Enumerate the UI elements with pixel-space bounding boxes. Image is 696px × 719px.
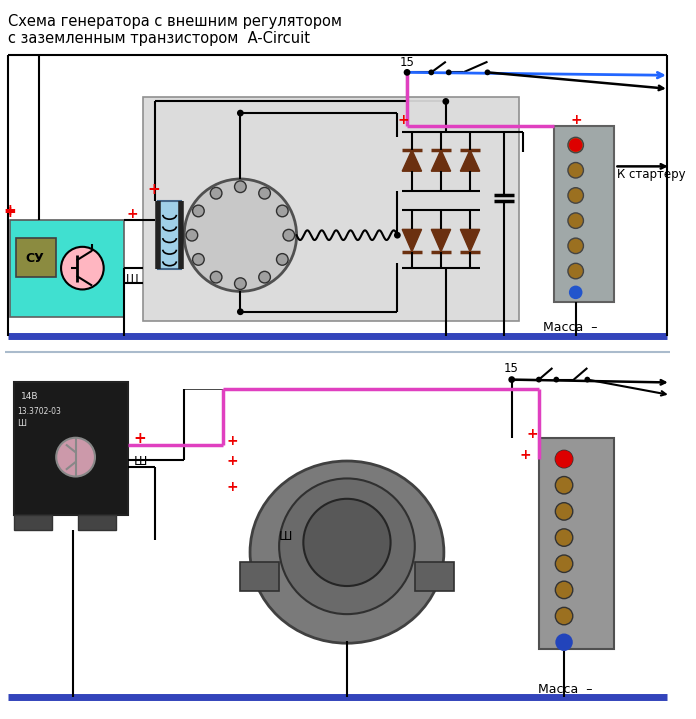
Circle shape — [555, 503, 573, 520]
Polygon shape — [460, 229, 480, 252]
Text: +: + — [227, 454, 239, 468]
Circle shape — [259, 188, 271, 199]
Circle shape — [553, 377, 559, 383]
Circle shape — [555, 450, 573, 468]
Circle shape — [428, 70, 434, 75]
Bar — [240, 562, 279, 591]
Bar — [555, 126, 615, 302]
Text: Масса  –: Масса – — [538, 682, 592, 696]
Circle shape — [394, 232, 401, 239]
Text: +: + — [227, 434, 239, 449]
Text: Ш: Ш — [134, 455, 147, 468]
Polygon shape — [402, 229, 422, 252]
Circle shape — [536, 377, 541, 383]
Circle shape — [443, 98, 449, 105]
Polygon shape — [460, 150, 480, 171]
Circle shape — [237, 308, 244, 315]
Bar — [415, 562, 454, 591]
Circle shape — [210, 188, 222, 199]
Text: 15: 15 — [400, 55, 414, 68]
Bar — [15, 238, 56, 277]
Circle shape — [555, 608, 573, 625]
Circle shape — [61, 247, 104, 290]
Polygon shape — [432, 150, 451, 171]
Polygon shape — [432, 229, 451, 252]
Circle shape — [259, 271, 271, 283]
Circle shape — [484, 70, 491, 75]
Text: Масса  –: Масса – — [543, 321, 597, 334]
Ellipse shape — [250, 461, 444, 644]
Circle shape — [568, 263, 583, 279]
Circle shape — [276, 254, 288, 265]
Circle shape — [193, 254, 204, 265]
Circle shape — [186, 229, 198, 241]
Text: +: + — [3, 205, 15, 220]
Circle shape — [555, 529, 573, 546]
Text: +: + — [148, 181, 160, 196]
Circle shape — [555, 633, 573, 651]
Bar — [10, 220, 124, 316]
Circle shape — [508, 376, 515, 383]
Text: +: + — [134, 431, 146, 446]
Text: Схема генератора с внешним регулятором: Схема генератора с внешним регулятором — [8, 14, 342, 29]
Text: +: + — [519, 448, 531, 462]
Bar — [143, 96, 519, 321]
Text: 13.3702-03: 13.3702-03 — [17, 406, 61, 416]
Circle shape — [569, 138, 583, 152]
Text: СУ: СУ — [25, 252, 44, 265]
Text: К стартеру: К стартеру — [617, 168, 686, 181]
Text: Ш: Ш — [126, 273, 139, 285]
Circle shape — [283, 229, 294, 241]
Circle shape — [555, 555, 573, 572]
Circle shape — [555, 581, 573, 599]
Circle shape — [184, 179, 296, 291]
Circle shape — [568, 162, 583, 178]
Circle shape — [303, 499, 390, 586]
Circle shape — [568, 238, 583, 254]
Circle shape — [569, 285, 583, 299]
Circle shape — [568, 188, 583, 203]
Circle shape — [568, 137, 583, 153]
Text: +: + — [227, 480, 239, 494]
Circle shape — [404, 69, 411, 75]
Polygon shape — [402, 150, 422, 171]
Circle shape — [585, 377, 590, 383]
Text: Ш: Ш — [17, 419, 26, 428]
Circle shape — [235, 278, 246, 290]
Text: 14В: 14В — [22, 392, 39, 401]
Circle shape — [555, 450, 573, 468]
Bar — [13, 382, 128, 516]
Ellipse shape — [279, 478, 415, 614]
Bar — [13, 516, 52, 530]
Text: Ш: Ш — [279, 529, 292, 543]
Circle shape — [235, 181, 246, 193]
Text: +: + — [397, 113, 409, 127]
Text: +: + — [571, 113, 583, 127]
Text: с заземленным транзистором  A-Circuit: с заземленным транзистором A-Circuit — [8, 32, 310, 46]
Bar — [539, 438, 615, 649]
Text: 15: 15 — [504, 362, 519, 375]
Bar — [158, 201, 181, 269]
Text: +: + — [3, 203, 15, 218]
Circle shape — [276, 205, 288, 216]
Text: +: + — [127, 207, 139, 221]
Bar — [77, 516, 116, 530]
Circle shape — [56, 438, 95, 477]
Circle shape — [446, 70, 452, 75]
Text: +: + — [526, 427, 538, 441]
Circle shape — [555, 477, 573, 494]
Circle shape — [568, 213, 583, 229]
Circle shape — [193, 205, 204, 216]
Circle shape — [237, 110, 244, 116]
Circle shape — [210, 271, 222, 283]
